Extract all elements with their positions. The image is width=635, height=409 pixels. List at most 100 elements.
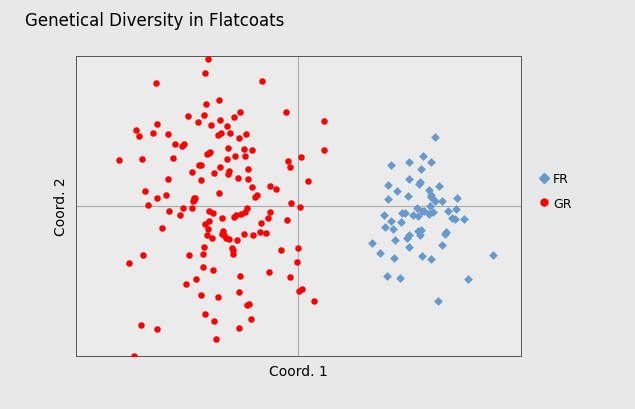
- Point: [152, 326, 163, 333]
- Point: [208, 210, 218, 216]
- Point: [294, 288, 304, 294]
- Point: [319, 119, 329, 125]
- Point: [148, 130, 158, 137]
- Point: [230, 153, 240, 160]
- Point: [217, 130, 227, 137]
- Point: [228, 247, 238, 254]
- Point: [265, 209, 275, 216]
- Point: [213, 133, 223, 139]
- Point: [417, 208, 427, 214]
- Point: [209, 170, 219, 177]
- Point: [221, 235, 231, 242]
- Point: [246, 184, 257, 191]
- Point: [403, 244, 413, 250]
- Point: [222, 145, 232, 152]
- Point: [152, 195, 162, 202]
- Point: [389, 256, 399, 262]
- Text: Genetical Diversity in Flatcoats: Genetical Diversity in Flatcoats: [25, 12, 284, 30]
- Point: [196, 177, 206, 184]
- Point: [430, 198, 440, 204]
- Point: [236, 273, 246, 279]
- Point: [163, 176, 173, 183]
- Point: [203, 150, 213, 157]
- Point: [201, 232, 211, 239]
- Point: [265, 184, 276, 190]
- Point: [140, 189, 150, 195]
- Point: [437, 242, 447, 249]
- Point: [131, 128, 141, 134]
- Point: [431, 135, 441, 142]
- Point: [367, 240, 377, 247]
- Point: [164, 208, 174, 215]
- Point: [414, 182, 424, 188]
- Point: [318, 147, 328, 153]
- Point: [224, 236, 234, 243]
- Point: [135, 322, 145, 329]
- Point: [234, 135, 244, 142]
- Point: [203, 227, 213, 233]
- Point: [190, 195, 201, 202]
- Point: [187, 205, 197, 212]
- Point: [438, 198, 448, 205]
- Point: [222, 123, 232, 130]
- Point: [386, 163, 396, 169]
- Point: [380, 224, 390, 230]
- Point: [243, 176, 253, 183]
- Point: [243, 167, 253, 173]
- Point: [375, 250, 385, 257]
- Point: [233, 175, 243, 182]
- Point: [250, 194, 260, 200]
- Point: [282, 217, 292, 223]
- Point: [384, 196, 394, 202]
- X-axis label: Coord. 1: Coord. 1: [269, 364, 328, 378]
- Point: [433, 298, 443, 304]
- Point: [404, 177, 414, 183]
- Point: [425, 204, 435, 210]
- Point: [378, 212, 389, 218]
- Point: [204, 218, 215, 225]
- Point: [208, 236, 218, 242]
- Point: [396, 219, 406, 225]
- Point: [413, 229, 423, 235]
- Point: [235, 110, 245, 117]
- Point: [224, 169, 234, 175]
- Point: [304, 178, 314, 184]
- Point: [293, 245, 304, 251]
- Point: [197, 264, 208, 271]
- Point: [137, 156, 147, 163]
- Point: [191, 276, 201, 283]
- Point: [247, 148, 257, 154]
- Point: [199, 221, 210, 227]
- Point: [284, 274, 295, 280]
- Point: [142, 203, 152, 209]
- Point: [202, 151, 212, 158]
- Point: [385, 218, 396, 225]
- Point: [183, 114, 193, 120]
- Point: [403, 193, 413, 200]
- Point: [398, 211, 408, 217]
- Point: [188, 198, 198, 204]
- Point: [418, 153, 428, 160]
- Point: [242, 302, 252, 309]
- Point: [213, 190, 224, 196]
- Point: [276, 247, 286, 253]
- Point: [217, 215, 227, 222]
- Point: [281, 109, 291, 116]
- Point: [426, 256, 436, 263]
- Point: [271, 187, 281, 193]
- Point: [459, 216, 469, 222]
- Point: [443, 208, 453, 215]
- Point: [170, 142, 180, 148]
- Point: [215, 117, 225, 124]
- Point: [450, 216, 460, 222]
- Point: [248, 232, 258, 238]
- Point: [129, 353, 139, 360]
- Point: [417, 253, 427, 260]
- Point: [382, 273, 392, 280]
- Point: [400, 211, 410, 217]
- Point: [257, 79, 267, 85]
- Point: [291, 260, 302, 266]
- Point: [390, 237, 400, 244]
- Point: [285, 164, 295, 171]
- Point: [215, 164, 225, 171]
